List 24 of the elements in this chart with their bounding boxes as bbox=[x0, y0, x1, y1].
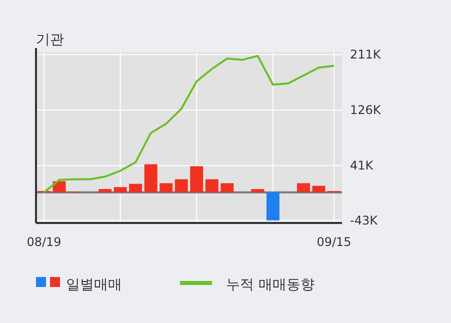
bar bbox=[98, 189, 112, 192]
legend-label: 일별매매 bbox=[66, 277, 122, 293]
x-tick-label: 09/15 bbox=[316, 235, 352, 249]
bar bbox=[144, 164, 158, 192]
line-series bbox=[43, 54, 335, 194]
y-tick-label: 211K bbox=[350, 48, 382, 62]
bar bbox=[251, 189, 264, 192]
bar bbox=[52, 181, 66, 192]
legend-label: 누적 매매동향 bbox=[226, 277, 314, 293]
bar bbox=[160, 183, 173, 192]
y-tick-label: 41K bbox=[350, 158, 374, 173]
bar bbox=[190, 166, 204, 192]
bar bbox=[174, 179, 188, 192]
bar bbox=[114, 187, 127, 192]
bar bbox=[129, 184, 142, 192]
y-tick-label: 126K bbox=[350, 103, 382, 118]
chart-title: 기관 bbox=[36, 32, 64, 48]
bar bbox=[205, 179, 218, 192]
y-tick-label: -43K bbox=[350, 213, 379, 228]
bar bbox=[266, 192, 280, 220]
bar bbox=[296, 183, 310, 192]
bar bbox=[220, 183, 234, 192]
x-tick-label: 08/19 bbox=[26, 235, 62, 249]
bar bbox=[312, 186, 326, 192]
